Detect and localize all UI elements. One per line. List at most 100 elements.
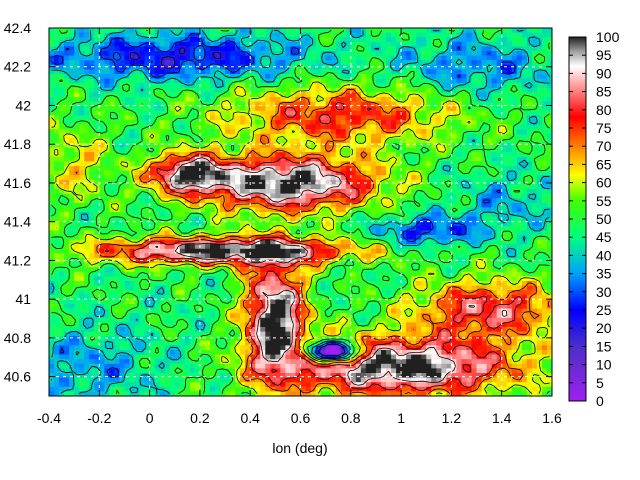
heatmap-cell	[330, 147, 337, 153]
heatmap-cell	[164, 212, 171, 218]
heatmap-cell	[255, 46, 261, 52]
heatmap-cell	[310, 207, 317, 213]
heatmap-cell	[436, 41, 442, 47]
heatmap-cell	[204, 152, 211, 158]
heatmap-cell	[320, 156, 327, 162]
heatmap-cell	[59, 244, 65, 250]
heatmap-cell	[144, 189, 151, 195]
heatmap-cell	[230, 161, 236, 167]
heatmap-cell	[134, 179, 141, 185]
heatmap-cell	[401, 198, 407, 204]
heatmap-cell	[305, 129, 312, 135]
heatmap-cell	[315, 46, 322, 52]
heatmap-cell	[64, 239, 70, 245]
heatmap-cell	[506, 138, 513, 144]
heatmap-cell	[204, 170, 211, 176]
heatmap-cell	[169, 60, 176, 66]
heatmap-cell	[521, 87, 528, 93]
heatmap-cell	[305, 120, 312, 126]
heatmap-cell	[476, 41, 483, 47]
heatmap-cell	[461, 239, 468, 245]
heatmap-cell	[411, 239, 417, 245]
heatmap-cell	[396, 101, 402, 107]
heatmap-cell	[99, 106, 105, 112]
heatmap-cell	[149, 193, 156, 199]
heatmap-cell	[300, 248, 307, 254]
heatmap-cell	[79, 64, 85, 70]
heatmap-cell	[315, 138, 322, 144]
heatmap-cell	[526, 69, 533, 75]
heatmap-cell	[471, 216, 478, 222]
heatmap-cell	[260, 28, 266, 34]
heatmap-cell	[421, 74, 427, 80]
heatmap-cell	[456, 55, 463, 61]
heatmap-cell	[204, 46, 211, 52]
heatmap-cell	[114, 221, 121, 227]
heatmap-cell	[461, 166, 468, 172]
heatmap-cell	[441, 184, 447, 190]
heatmap-cell	[114, 32, 121, 38]
heatmap-cell	[235, 253, 241, 259]
heatmap-cell	[541, 189, 548, 195]
heatmap-cell	[391, 198, 397, 204]
heatmap-cell	[481, 92, 488, 98]
heatmap-cell	[401, 230, 407, 236]
heatmap-cell	[225, 97, 231, 103]
heatmap-cell	[295, 166, 302, 172]
heatmap-cell	[481, 239, 488, 245]
heatmap-cell	[496, 60, 503, 66]
heatmap-cell	[521, 101, 528, 107]
heatmap-cell	[456, 230, 463, 236]
heatmap-cell	[139, 110, 146, 116]
heatmap-cell	[89, 207, 95, 213]
heatmap-cell	[531, 97, 538, 103]
heatmap-cell	[280, 83, 287, 89]
heatmap-cell	[446, 179, 452, 185]
heatmap-cell	[396, 193, 402, 199]
heatmap-cell	[350, 147, 357, 153]
heatmap-cell	[255, 55, 261, 61]
heatmap-cell	[330, 253, 337, 259]
heatmap-cell	[380, 166, 387, 172]
heatmap-cell	[360, 129, 367, 135]
heatmap-cell	[375, 175, 382, 181]
heatmap-cell	[466, 124, 473, 130]
heatmap-cell	[245, 83, 251, 89]
heatmap-cell	[436, 133, 442, 139]
heatmap-cell	[310, 87, 317, 93]
heatmap-cell	[541, 106, 548, 112]
heatmap-cell	[426, 253, 432, 259]
heatmap-cell	[114, 120, 121, 126]
heatmap-cell	[169, 179, 176, 185]
heatmap-cell	[64, 97, 70, 103]
heatmap-cell	[59, 179, 65, 185]
heatmap-cell	[270, 83, 276, 89]
heatmap-cell	[124, 207, 131, 213]
heatmap-cell	[189, 55, 196, 61]
heatmap-cell	[421, 41, 427, 47]
heatmap-cell	[340, 74, 347, 80]
heatmap-cell	[350, 202, 357, 208]
heatmap-cell	[471, 221, 478, 227]
heatmap-cell	[169, 101, 176, 107]
heatmap-cell	[441, 115, 447, 121]
heatmap-cell	[481, 51, 488, 57]
heatmap-cell	[335, 166, 342, 172]
heatmap-cell	[204, 28, 211, 34]
heatmap-cell	[124, 248, 131, 254]
heatmap-cell	[320, 166, 327, 172]
heatmap-cell	[204, 115, 211, 121]
heatmap-cell	[491, 216, 498, 222]
heatmap-cell	[411, 189, 417, 195]
heatmap-cell	[94, 193, 100, 199]
heatmap-cell	[350, 239, 357, 245]
heatmap-cell	[179, 239, 186, 245]
heatmap-cell	[209, 46, 216, 52]
heatmap-cell	[169, 253, 176, 259]
heatmap-cell	[225, 212, 231, 218]
heatmap-cell	[451, 60, 458, 66]
heatmap-cell	[64, 253, 70, 259]
heatmap-cell	[129, 175, 136, 181]
heatmap-cell	[380, 97, 387, 103]
heatmap-cell	[325, 189, 332, 195]
